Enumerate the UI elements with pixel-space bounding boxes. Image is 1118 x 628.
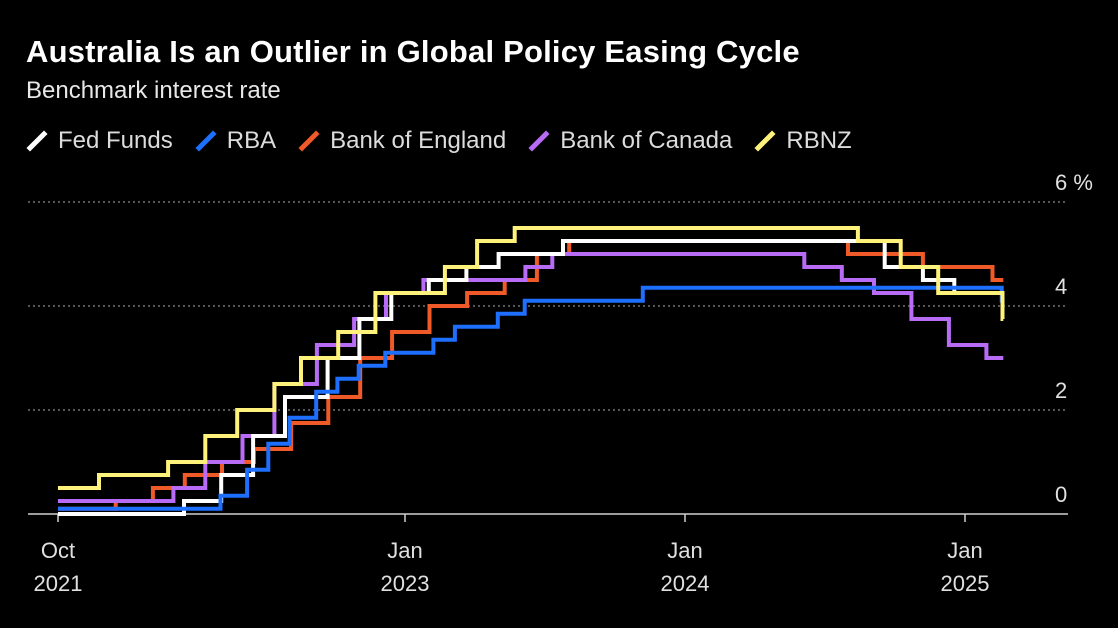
series-lines <box>58 226 1005 516</box>
series-line-bank-of-england <box>58 239 1004 511</box>
y-tick-label-6: 6 % <box>1055 170 1093 195</box>
chart-title: Australia Is an Outlier in Global Policy… <box>26 34 800 69</box>
legend-item-rbnz: RBNZ <box>754 127 852 155</box>
x-tick-label-3-line1: Jan <box>947 538 982 563</box>
y-tick-label-0: 0 <box>1055 482 1067 507</box>
legend-label-bank-of-england: Bank of England <box>330 127 507 154</box>
x-tick-label-2-line1: Jan <box>667 538 702 563</box>
y-tick-label-4: 4 <box>1055 274 1067 299</box>
legend-swatch-bank-of-england <box>298 130 320 152</box>
legend-label-bank-of-canada: Bank of Canada <box>560 127 733 154</box>
x-tick-label-0-line2: 2021 <box>34 571 83 596</box>
x-tick-label-0-line1: Oct <box>41 538 75 563</box>
series-line-rbnz <box>58 226 1005 490</box>
x-tick-label-1-line1: Jan <box>387 538 422 563</box>
legend-item-bank-of-england: Bank of England <box>298 127 506 155</box>
legend-label-fed-funds: Fed Funds <box>58 127 173 154</box>
legend-swatch-rbnz <box>754 130 776 152</box>
series-line-bank-of-canada <box>58 252 1004 503</box>
x-axis <box>28 513 1068 522</box>
y-tick-label-2: 2 <box>1055 378 1067 403</box>
legend-label-rbnz: RBNZ <box>786 127 852 154</box>
legend-label-rba: RBA <box>226 127 277 154</box>
legend-item-fed-funds: Fed Funds <box>26 127 173 155</box>
x-tick-label-2-line2: 2024 <box>661 571 710 596</box>
chart-subtitle: Benchmark interest rate <box>26 77 281 104</box>
series-line-rba <box>58 285 1004 511</box>
legend-swatch-rba <box>195 130 217 152</box>
x-tick-label-1-line2: 2023 <box>381 571 430 596</box>
x-tick-label-3-line2: 2025 <box>941 571 990 596</box>
gridlines <box>28 201 1068 411</box>
legend-item-rba: RBA <box>195 127 276 155</box>
legend-swatch-bank-of-canada <box>528 130 550 152</box>
tick-labels: 0 2 4 6 % Oct 2021 Jan 2023 Jan 2024 Jan 2025 <box>34 170 1093 596</box>
chart-legend: Fed Funds RBA Bank of England Bank of Ca… <box>26 127 874 155</box>
legend-swatch-fed-funds <box>26 130 48 152</box>
legend-item-bank-of-canada: Bank of Canada <box>528 127 732 155</box>
